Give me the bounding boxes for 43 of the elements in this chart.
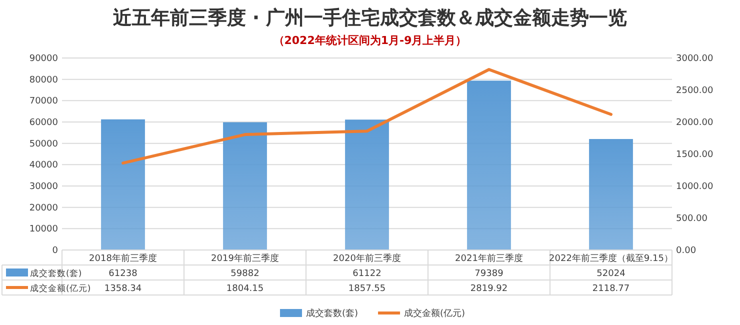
bar bbox=[467, 80, 511, 250]
y-tick-label: 90000 bbox=[29, 54, 58, 64]
data-label: 79389 bbox=[474, 269, 504, 279]
x-tick-label: 2021年前三季度 bbox=[455, 253, 523, 264]
y-tick-label: 40000 bbox=[29, 160, 58, 171]
data-label: 2118.77 bbox=[592, 284, 630, 294]
bar bbox=[223, 122, 267, 250]
text: 成交金额(亿元) bbox=[404, 309, 466, 319]
x-tick-label: 2019年前三季度 bbox=[211, 253, 279, 264]
y-tick-label: 80000 bbox=[29, 75, 58, 86]
data-label: 1857.55 bbox=[348, 284, 386, 294]
y2-tick-label: 1500.00 bbox=[676, 150, 714, 160]
data-label: 59882 bbox=[230, 269, 260, 279]
data-label: 1804.15 bbox=[226, 284, 264, 294]
y-tick-label: 20000 bbox=[29, 203, 58, 214]
x-tick-label: 2020年前三季度 bbox=[333, 253, 401, 264]
y2-tick-label: 2000.00 bbox=[676, 118, 714, 128]
bar bbox=[589, 139, 633, 250]
legend-label: 成交套数(套) bbox=[30, 268, 82, 279]
data-label: 61238 bbox=[108, 269, 138, 279]
bar bbox=[101, 119, 145, 250]
y2-tick-label: 3000.00 bbox=[676, 54, 714, 64]
y-tick-label: 10000 bbox=[29, 224, 58, 235]
x-tick-label: 2018年前三季度 bbox=[89, 253, 157, 264]
y-tick-label: 0 bbox=[52, 246, 58, 256]
data-label: 52024 bbox=[596, 269, 626, 279]
bar bbox=[345, 120, 389, 250]
chart-title: 近五年前三季度 · 广州一手住宅成交套数＆成交金额走势一览 bbox=[112, 7, 628, 29]
data-label: 2819.92 bbox=[470, 284, 508, 294]
y-tick-label: 70000 bbox=[29, 96, 58, 107]
legend-label: 成交金额(亿元) bbox=[30, 283, 91, 294]
y-tick-label: 50000 bbox=[29, 139, 58, 150]
y2-tick-label: 0.00 bbox=[676, 246, 696, 256]
x-tick-label: 2022年前三季度（截至9.15） bbox=[549, 253, 673, 264]
y2-tick-label: 2500.00 bbox=[676, 86, 714, 96]
chart-subtitle: （2022年统计区间为1月-9月上半月） bbox=[273, 34, 467, 47]
y2-tick-label: 500.00 bbox=[676, 214, 708, 224]
data-label: 1358.34 bbox=[104, 284, 142, 294]
data-label: 61122 bbox=[352, 269, 382, 279]
y2-tick-label: 1000.00 bbox=[676, 182, 714, 192]
text: 成交套数(套) bbox=[306, 309, 358, 319]
y-tick-label: 30000 bbox=[29, 182, 58, 192]
y-tick-label: 60000 bbox=[29, 118, 58, 128]
